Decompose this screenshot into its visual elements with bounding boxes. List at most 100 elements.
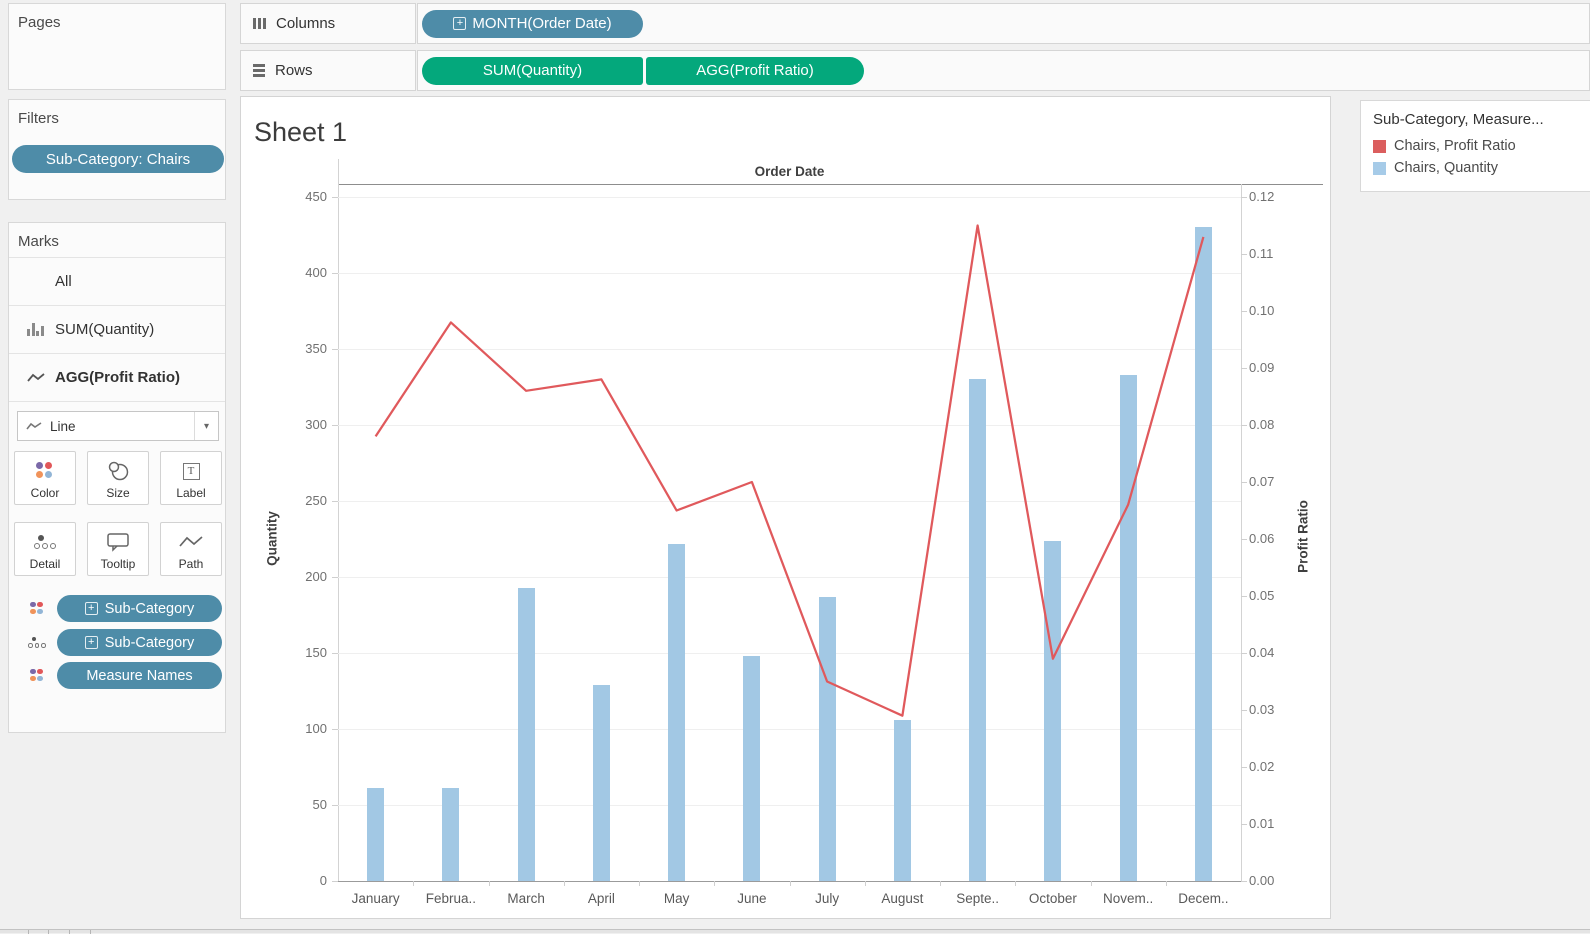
- bar-august[interactable]: [893, 719, 911, 881]
- status-bar-edge: [0, 929, 1590, 934]
- right-axis-line: [1241, 184, 1242, 881]
- expand-plus-icon[interactable]: +: [84, 636, 98, 649]
- rows-shelf[interactable]: SUM(Quantity) AGG(Profit Ratio): [417, 50, 1590, 91]
- x-axis-label: Februa..: [425, 891, 477, 906]
- color-dots-icon: [23, 601, 51, 616]
- plot-area: 0 50 100 150 200 250 300 350 400 450 0.00 0.01 0.02 0…: [241, 97, 1332, 920]
- marks-pill-sub-category-detail[interactable]: + Sub-Category: [57, 629, 222, 656]
- detail-button[interactable]: Detail: [14, 522, 76, 576]
- pill-month-order-date[interactable]: + MONTH(Order Date): [422, 9, 643, 38]
- legend-item-quantity[interactable]: Chairs, Quantity: [1373, 160, 1590, 176]
- right-axis-tick: [1241, 596, 1247, 597]
- x-axis-boundary-tick: [714, 881, 716, 886]
- marks-tab-all[interactable]: All: [55, 273, 72, 290]
- bar-november[interactable]: [1119, 374, 1137, 881]
- left-axis-tick: [332, 501, 338, 502]
- x-axis-label: August: [881, 891, 924, 906]
- pages-title: Pages: [18, 14, 61, 31]
- tooltip-button[interactable]: Tooltip: [87, 522, 149, 576]
- expand-plus-icon[interactable]: +: [84, 602, 98, 615]
- x-axis-label: Septe..: [956, 891, 1000, 906]
- size-circles-icon: [107, 459, 129, 483]
- x-axis-label: January: [351, 891, 400, 906]
- x-axis-label: June: [737, 891, 767, 906]
- right-axis-tick: [1241, 482, 1247, 483]
- right-axis-tick-label: 0.09: [1249, 360, 1275, 375]
- expand-plus-icon[interactable]: +: [453, 17, 467, 30]
- x-axis-boundary-tick: [789, 881, 791, 886]
- size-button[interactable]: Size: [87, 451, 149, 505]
- bar-chart-icon: [27, 323, 44, 336]
- left-axis-tick: [332, 197, 338, 198]
- profit-ratio-line[interactable]: [338, 184, 1241, 881]
- x-axis-boundary-tick: [940, 881, 941, 886]
- x-axis-label: July: [815, 891, 840, 906]
- gridline: [338, 729, 1241, 730]
- pill-sum-quantity[interactable]: SUM(Quantity): [422, 56, 643, 85]
- pill-agg-profit-ratio[interactable]: AGG(Profit Ratio): [646, 56, 864, 85]
- x-axis-label: April: [587, 891, 615, 906]
- label-button[interactable]: T Label: [160, 451, 222, 505]
- gridline: [338, 805, 1241, 806]
- marks-pill-sub-category-color[interactable]: + Sub-Category: [57, 595, 222, 622]
- filter-pill-sub-category-chairs[interactable]: Sub-Category: Chairs: [12, 145, 224, 173]
- left-axis-tick: [332, 349, 338, 350]
- x-axis-title: Order Date: [754, 164, 825, 179]
- left-axis-tick-label: 200: [305, 569, 327, 584]
- label-t-icon: T: [182, 459, 200, 483]
- line-chart-icon: [27, 372, 45, 384]
- color-button[interactable]: Color: [14, 451, 76, 505]
- right-axis-tick-label: 0.04: [1249, 645, 1275, 660]
- bar-june[interactable]: [743, 656, 761, 881]
- x-axis-boundary-tick: [488, 881, 490, 886]
- x-axis-label: October: [1028, 891, 1077, 906]
- gridline: [338, 197, 1241, 198]
- gridline: [338, 577, 1241, 578]
- bar-march[interactable]: [517, 587, 535, 881]
- color-dots-icon: [36, 459, 54, 483]
- bar-december[interactable]: [1194, 227, 1212, 881]
- gridline: [338, 653, 1241, 654]
- right-axis-tick: [1241, 824, 1247, 825]
- columns-icon: [253, 18, 266, 29]
- tooltip-bubble-icon: [107, 530, 129, 554]
- x-axis-label: Decem..: [1178, 891, 1229, 906]
- marks-tab-agg-profit-ratio[interactable]: AGG(Profit Ratio): [9, 354, 225, 401]
- left-axis-line: [338, 159, 339, 881]
- right-axis-tick: [1241, 710, 1247, 711]
- bar-may[interactable]: [668, 543, 686, 881]
- chevron-down-icon[interactable]: ▾: [194, 412, 218, 440]
- right-axis-tick-label: 0.00: [1249, 873, 1275, 888]
- marks-tab-sum-quantity[interactable]: SUM(Quantity): [9, 306, 225, 353]
- left-axis-tick-label: 450: [305, 189, 327, 204]
- right-axis-tick: [1241, 653, 1247, 654]
- x-axis-boundary-tick: [639, 881, 640, 886]
- bar-september[interactable]: [969, 379, 987, 881]
- gridline: [338, 425, 1241, 426]
- legend-item-profit-ratio[interactable]: Chairs, Profit Ratio: [1373, 138, 1590, 154]
- right-axis-tick: [1241, 539, 1247, 540]
- bar-february[interactable]: [442, 788, 460, 881]
- columns-shelf[interactable]: + MONTH(Order Date): [417, 3, 1590, 44]
- left-axis-tick-label: 250: [305, 493, 327, 508]
- bar-october[interactable]: [1044, 540, 1062, 881]
- detail-dots-icon: [34, 530, 56, 554]
- bar-january[interactable]: [367, 788, 385, 881]
- path-zigzag-icon: [179, 530, 203, 554]
- left-axis-tick-label: 100: [305, 721, 327, 736]
- bar-april[interactable]: [592, 684, 610, 881]
- x-axis-top-rule: [338, 184, 1323, 185]
- path-button[interactable]: Path: [160, 522, 222, 576]
- marks-title: Marks: [18, 233, 59, 250]
- x-axis-boundary-tick: [864, 881, 866, 886]
- right-axis-tick-label: 0.03: [1249, 702, 1275, 717]
- rows-shelf-text: Rows: [275, 62, 313, 79]
- left-axis-tick: [332, 805, 338, 806]
- marks-pill-measure-names[interactable]: Measure Names: [57, 662, 222, 689]
- right-axis-tick-label: 0.02: [1249, 759, 1275, 774]
- right-axis-tick: [1241, 311, 1247, 312]
- left-axis-tick-label: 300: [305, 417, 327, 432]
- mark-type-dropdown[interactable]: Line ▾: [17, 411, 219, 441]
- left-axis-tick-label: 0: [319, 873, 327, 888]
- right-axis-tick-label: 0.07: [1249, 474, 1275, 489]
